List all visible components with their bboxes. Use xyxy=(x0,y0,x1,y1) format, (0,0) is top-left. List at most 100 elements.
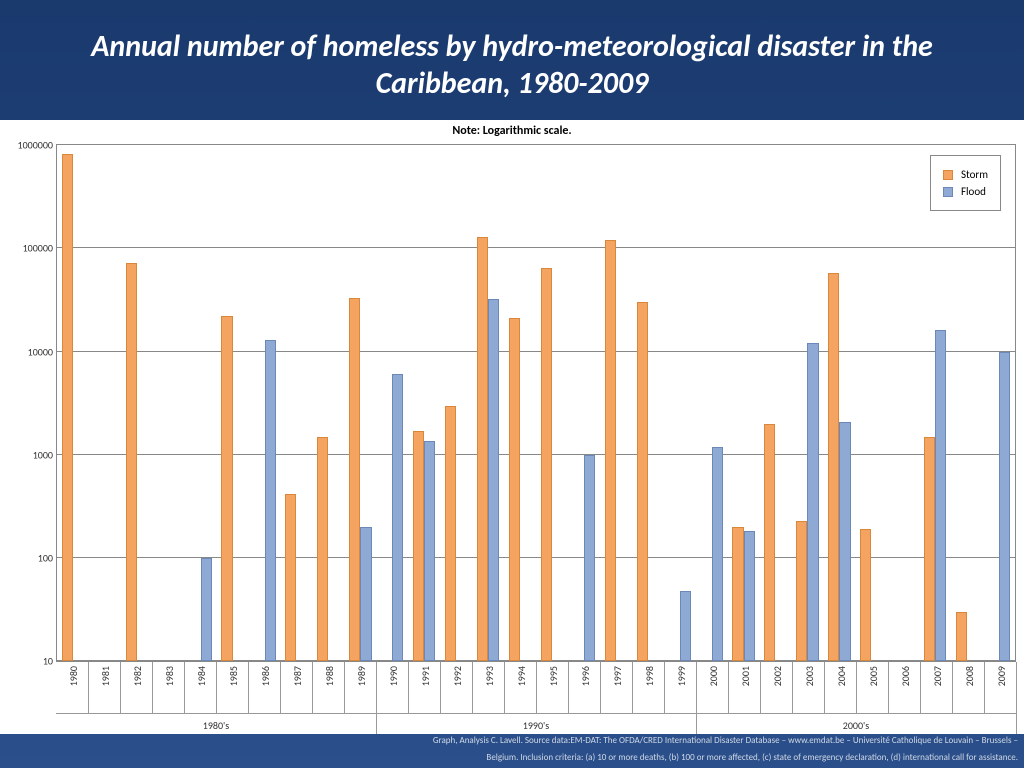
bar-storm xyxy=(126,263,137,661)
x-year-label: 2006 xyxy=(899,666,912,686)
slide: Annual number of homeless by hydro-meteo… xyxy=(0,0,1024,768)
bar-storm xyxy=(860,529,871,661)
slide-title: Annual number of homeless by hydro-meteo… xyxy=(0,0,1024,120)
x-tick xyxy=(888,662,889,714)
bar-flood xyxy=(360,527,371,661)
bar-storm xyxy=(732,527,743,661)
bar-flood xyxy=(680,591,691,661)
x-year-label: 2004 xyxy=(835,666,848,686)
bar-flood xyxy=(807,343,818,661)
x-year-label: 1988 xyxy=(323,666,336,686)
x-year-label: 1980 xyxy=(67,666,80,686)
x-tick xyxy=(824,662,825,714)
bar-flood xyxy=(584,455,595,662)
x-year-label: 1999 xyxy=(675,666,688,686)
x-year-label: 1993 xyxy=(483,666,496,686)
bar-storm xyxy=(828,273,839,662)
x-year-label: 1989 xyxy=(355,666,368,686)
bar-storm xyxy=(956,612,967,661)
bar-flood xyxy=(424,441,435,661)
y-tick-label: 1000 xyxy=(33,448,57,461)
x-year-label: 1997 xyxy=(611,666,624,686)
bar-storm xyxy=(221,316,232,661)
x-year-label: 1982 xyxy=(131,666,144,686)
bar-storm xyxy=(477,237,488,662)
chart-note: Note: Logarithmic scale. xyxy=(0,120,1024,138)
bar-flood xyxy=(488,299,499,661)
y-tick-label: 100000 xyxy=(23,242,57,255)
bar-flood xyxy=(744,531,755,662)
y-tick-label: 1000000 xyxy=(18,139,57,152)
x-tick xyxy=(664,662,665,714)
x-year-label: 2000 xyxy=(707,666,720,686)
x-year-label: 2003 xyxy=(803,666,816,686)
x-year-label: 1985 xyxy=(227,666,240,686)
bar-storm xyxy=(413,431,424,661)
bar-flood xyxy=(935,330,946,661)
legend-label: Storm xyxy=(961,168,988,181)
x-year-label: 1984 xyxy=(195,666,208,686)
bar-storm xyxy=(317,437,328,662)
x-axis: 1980198119821983198419851986198719881989… xyxy=(56,662,1016,734)
bar-flood xyxy=(201,558,212,661)
x-tick xyxy=(440,662,441,714)
x-tick xyxy=(88,662,89,714)
x-tick xyxy=(312,662,313,714)
x-year-label: 1992 xyxy=(451,666,464,686)
source-text-1: Graph, Analysis C. Lavell. Source data:E… xyxy=(0,734,1024,751)
x-tick xyxy=(344,662,345,714)
x-tick xyxy=(920,662,921,714)
x-year-label: 1990 xyxy=(387,666,400,686)
y-tick-label: 100 xyxy=(38,552,57,565)
bar-storm xyxy=(349,298,360,661)
x-tick xyxy=(184,662,185,714)
x-year-label: 2008 xyxy=(963,666,976,686)
x-year-label: 1998 xyxy=(643,666,656,686)
x-tick xyxy=(504,662,505,714)
legend-swatch xyxy=(943,170,953,180)
y-tick-label: 10 xyxy=(43,655,57,668)
x-tick xyxy=(472,662,473,714)
x-tick xyxy=(408,662,409,714)
bar-flood xyxy=(712,447,723,662)
x-year-label: 1986 xyxy=(259,666,272,686)
x-tick xyxy=(728,662,729,714)
x-year-label: 2009 xyxy=(995,666,1008,686)
x-year-label: 2002 xyxy=(771,666,784,686)
bar-storm xyxy=(637,302,648,661)
x-tick xyxy=(856,662,857,714)
x-tick xyxy=(216,662,217,714)
source-text-2: Belgium. Inclusion criteria: (a) 10 or m… xyxy=(0,751,1024,768)
bar-storm xyxy=(924,437,935,662)
x-tick xyxy=(280,662,281,714)
x-year-label: 2007 xyxy=(931,666,944,686)
x-tick xyxy=(568,662,569,714)
x-tick xyxy=(760,662,761,714)
plot-region: 101001000100001000001000000 StormFlood xyxy=(56,144,1016,662)
x-year-label: 1994 xyxy=(515,666,528,686)
chart-area: Note: Logarithmic scale. 101001000100001… xyxy=(0,120,1024,734)
x-year-label: 1983 xyxy=(163,666,176,686)
x-year-label: 1987 xyxy=(291,666,304,686)
x-year-label: 1991 xyxy=(419,666,432,686)
bar-storm xyxy=(285,494,296,662)
legend-entry: Flood xyxy=(943,185,988,198)
bar-storm xyxy=(605,240,616,661)
x-tick xyxy=(952,662,953,714)
x-tick xyxy=(248,662,249,714)
bar-storm xyxy=(509,318,520,661)
x-year-label: 2001 xyxy=(739,666,752,686)
x-year-label: 2005 xyxy=(867,666,880,686)
bar-storm xyxy=(541,268,552,662)
bar-flood xyxy=(392,374,403,661)
bar-flood xyxy=(999,352,1010,662)
x-tick xyxy=(152,662,153,714)
x-tick xyxy=(792,662,793,714)
x-tick xyxy=(632,662,633,714)
decade-label: 2000's xyxy=(696,719,1016,732)
x-year-label: 1995 xyxy=(547,666,560,686)
bar-storm xyxy=(796,521,807,662)
legend: Storm Flood xyxy=(930,155,1001,211)
x-tick xyxy=(600,662,601,714)
x-year-label: 1996 xyxy=(579,666,592,686)
